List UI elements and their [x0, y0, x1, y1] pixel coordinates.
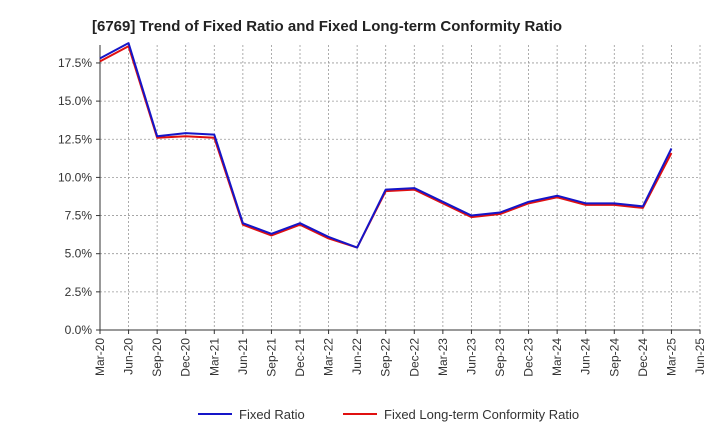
x-tick-label: Jun-24 [579, 338, 593, 375]
x-tick-label: Mar-24 [550, 338, 564, 376]
y-tick-label: 17.5% [58, 56, 92, 70]
x-tick-label: Mar-20 [93, 338, 107, 376]
legend: Fixed Ratio Fixed Long-term Conformity Ra… [198, 407, 579, 422]
x-tick-label: Mar-22 [322, 338, 336, 376]
y-tick-label: 12.5% [58, 132, 92, 146]
legend-label-fixed-ratio: Fixed Ratio [239, 407, 305, 422]
y-tick-label: 10.0% [58, 170, 92, 184]
x-tick-label: Sep-23 [493, 338, 507, 377]
x-tick-label: Jun-21 [236, 338, 250, 375]
y-tick-label: 7.5% [65, 209, 93, 223]
x-tick-label: Jun-22 [350, 338, 364, 375]
x-tick-label: Jun-20 [122, 338, 136, 375]
grid-layer [100, 45, 701, 330]
x-tick-label: Dec-21 [293, 338, 307, 377]
y-tick-label: 2.5% [65, 285, 93, 299]
x-tick-label: Sep-22 [379, 338, 393, 377]
x-tick-label: Jun-23 [464, 338, 478, 375]
axis-layer: 0.0% 2.5% 5.0% 7.5% 10.0% 12.5% 15.0% 17.5% Mar-… [58, 45, 707, 377]
y-tick-label: 0.0% [65, 323, 93, 337]
x-tick-label: Sep-20 [150, 338, 164, 377]
y-tick-label: 15.0% [58, 94, 92, 108]
x-tick-label: Mar-23 [436, 338, 450, 376]
x-tick-label: Jun-25 [693, 338, 707, 375]
y-tick-label: 5.0% [65, 247, 93, 261]
chart-title: [6769] Trend of Fixed Ratio and Fixed Lo… [92, 18, 562, 35]
x-tick-label: Sep-24 [607, 338, 621, 377]
x-tick-label: Mar-21 [207, 338, 221, 376]
x-tick-label: Dec-23 [522, 338, 536, 377]
x-tick-label: Dec-22 [407, 338, 421, 377]
legend-label-fixed-long-term-conformity-ratio: Fixed Long-term Conformity Ratio [384, 407, 579, 422]
series-layer [99, 42, 673, 249]
x-tick-label: Dec-24 [636, 338, 650, 377]
x-tick-label: Dec-20 [179, 338, 193, 377]
x-tick-label: Mar-25 [664, 338, 678, 376]
series-line-fixed-ratio [99, 42, 673, 249]
x-tick-label: Sep-21 [264, 338, 278, 377]
